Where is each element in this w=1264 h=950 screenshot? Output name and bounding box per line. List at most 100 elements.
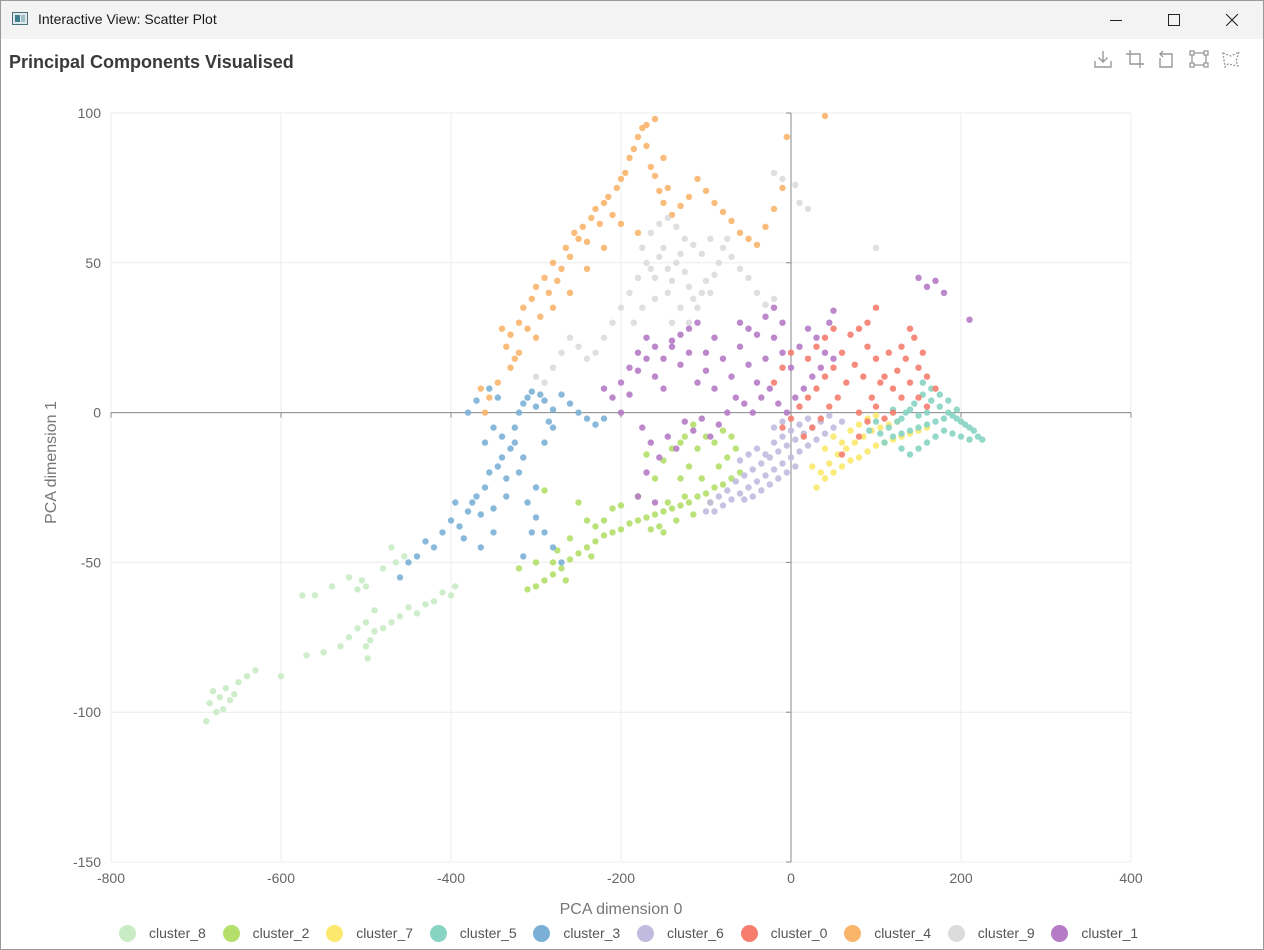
data-point[interactable] <box>736 229 744 236</box>
data-point[interactable] <box>566 289 574 296</box>
download-button[interactable] <box>1087 45 1119 73</box>
data-point[interactable] <box>379 625 387 632</box>
data-point[interactable] <box>770 379 778 386</box>
data-point[interactable] <box>235 679 242 686</box>
close-button[interactable] <box>1203 1 1261 39</box>
data-point[interactable] <box>915 274 922 281</box>
data-point[interactable] <box>792 436 799 443</box>
data-point[interactable] <box>762 301 769 308</box>
data-point[interactable] <box>575 343 582 350</box>
data-point[interactable] <box>617 379 625 386</box>
data-point[interactable] <box>800 385 807 392</box>
data-point[interactable] <box>634 133 642 141</box>
data-point[interactable] <box>651 511 659 518</box>
data-point[interactable] <box>715 463 722 470</box>
data-point[interactable] <box>936 391 943 398</box>
data-point[interactable] <box>783 133 790 141</box>
data-point[interactable] <box>834 394 841 401</box>
data-point[interactable] <box>796 343 803 350</box>
data-point[interactable] <box>562 577 569 584</box>
legend-item[interactable]: cluster_7 <box>326 920 413 946</box>
data-point[interactable] <box>413 610 421 617</box>
data-point[interactable] <box>367 637 374 644</box>
data-point[interactable] <box>634 517 642 524</box>
data-point[interactable] <box>617 304 625 311</box>
data-point[interactable] <box>520 553 527 560</box>
data-point[interactable] <box>770 304 778 311</box>
data-point[interactable] <box>821 334 829 341</box>
data-point[interactable] <box>685 193 693 201</box>
data-point[interactable] <box>668 277 676 284</box>
data-point[interactable] <box>817 415 824 422</box>
data-point[interactable] <box>600 385 608 392</box>
data-point[interactable] <box>745 361 752 368</box>
data-point[interactable] <box>779 460 786 467</box>
data-point[interactable] <box>216 694 223 701</box>
data-point[interactable] <box>575 550 582 557</box>
data-point[interactable] <box>719 427 727 434</box>
data-point[interactable] <box>549 424 557 431</box>
data-point[interactable] <box>804 394 812 401</box>
data-point[interactable] <box>719 355 727 362</box>
data-point[interactable] <box>668 319 676 326</box>
data-point[interactable] <box>396 574 404 581</box>
data-point[interactable] <box>668 343 676 350</box>
data-point[interactable] <box>252 667 259 674</box>
data-point[interactable] <box>779 424 786 431</box>
data-point[interactable] <box>388 544 395 551</box>
data-point[interactable] <box>651 115 659 123</box>
data-point[interactable] <box>354 625 361 632</box>
data-point[interactable] <box>821 445 829 452</box>
data-point[interactable] <box>855 421 863 428</box>
data-point[interactable] <box>481 439 489 446</box>
data-point[interactable] <box>566 556 574 563</box>
data-point[interactable] <box>452 499 459 506</box>
data-point[interactable] <box>753 241 761 248</box>
data-point[interactable] <box>651 499 659 506</box>
data-point[interactable] <box>558 265 565 272</box>
data-point[interactable] <box>660 385 667 392</box>
data-point[interactable] <box>677 304 684 311</box>
data-point[interactable] <box>566 400 574 407</box>
minimize-button[interactable] <box>1087 1 1145 39</box>
data-point[interactable] <box>405 559 412 566</box>
data-point[interactable] <box>609 319 616 326</box>
data-point[interactable] <box>719 502 727 509</box>
crop-button[interactable] <box>1119 45 1151 73</box>
data-point[interactable] <box>770 334 778 341</box>
data-point[interactable] <box>813 343 820 350</box>
data-point[interactable] <box>741 400 748 407</box>
data-point[interactable] <box>830 325 837 332</box>
data-point[interactable] <box>532 484 540 491</box>
data-point[interactable] <box>588 553 595 560</box>
data-point[interactable] <box>736 490 744 497</box>
data-point[interactable] <box>728 253 735 260</box>
data-point[interactable] <box>698 475 705 482</box>
data-point[interactable] <box>864 343 871 350</box>
data-point[interactable] <box>711 199 718 207</box>
data-point[interactable] <box>872 355 880 362</box>
data-point[interactable] <box>694 445 701 452</box>
data-point[interactable] <box>826 412 833 419</box>
data-point[interactable] <box>711 334 718 341</box>
data-point[interactable] <box>779 175 786 183</box>
data-point[interactable] <box>345 574 353 581</box>
data-point[interactable] <box>558 565 565 572</box>
data-point[interactable] <box>979 436 986 443</box>
data-point[interactable] <box>796 448 803 455</box>
data-point[interactable] <box>439 529 446 536</box>
data-point[interactable] <box>549 571 557 578</box>
data-point[interactable] <box>800 433 807 440</box>
data-point[interactable] <box>532 283 540 290</box>
data-point[interactable] <box>707 289 714 296</box>
data-point[interactable] <box>507 445 514 452</box>
data-point[interactable] <box>911 400 918 407</box>
data-point[interactable] <box>583 415 591 422</box>
data-point[interactable] <box>660 355 667 362</box>
lasso-select-button[interactable] <box>1215 45 1247 73</box>
data-point[interactable] <box>885 349 892 356</box>
data-point[interactable] <box>566 535 574 542</box>
data-point[interactable] <box>668 505 676 512</box>
data-point[interactable] <box>690 511 697 518</box>
data-point[interactable] <box>906 325 914 332</box>
